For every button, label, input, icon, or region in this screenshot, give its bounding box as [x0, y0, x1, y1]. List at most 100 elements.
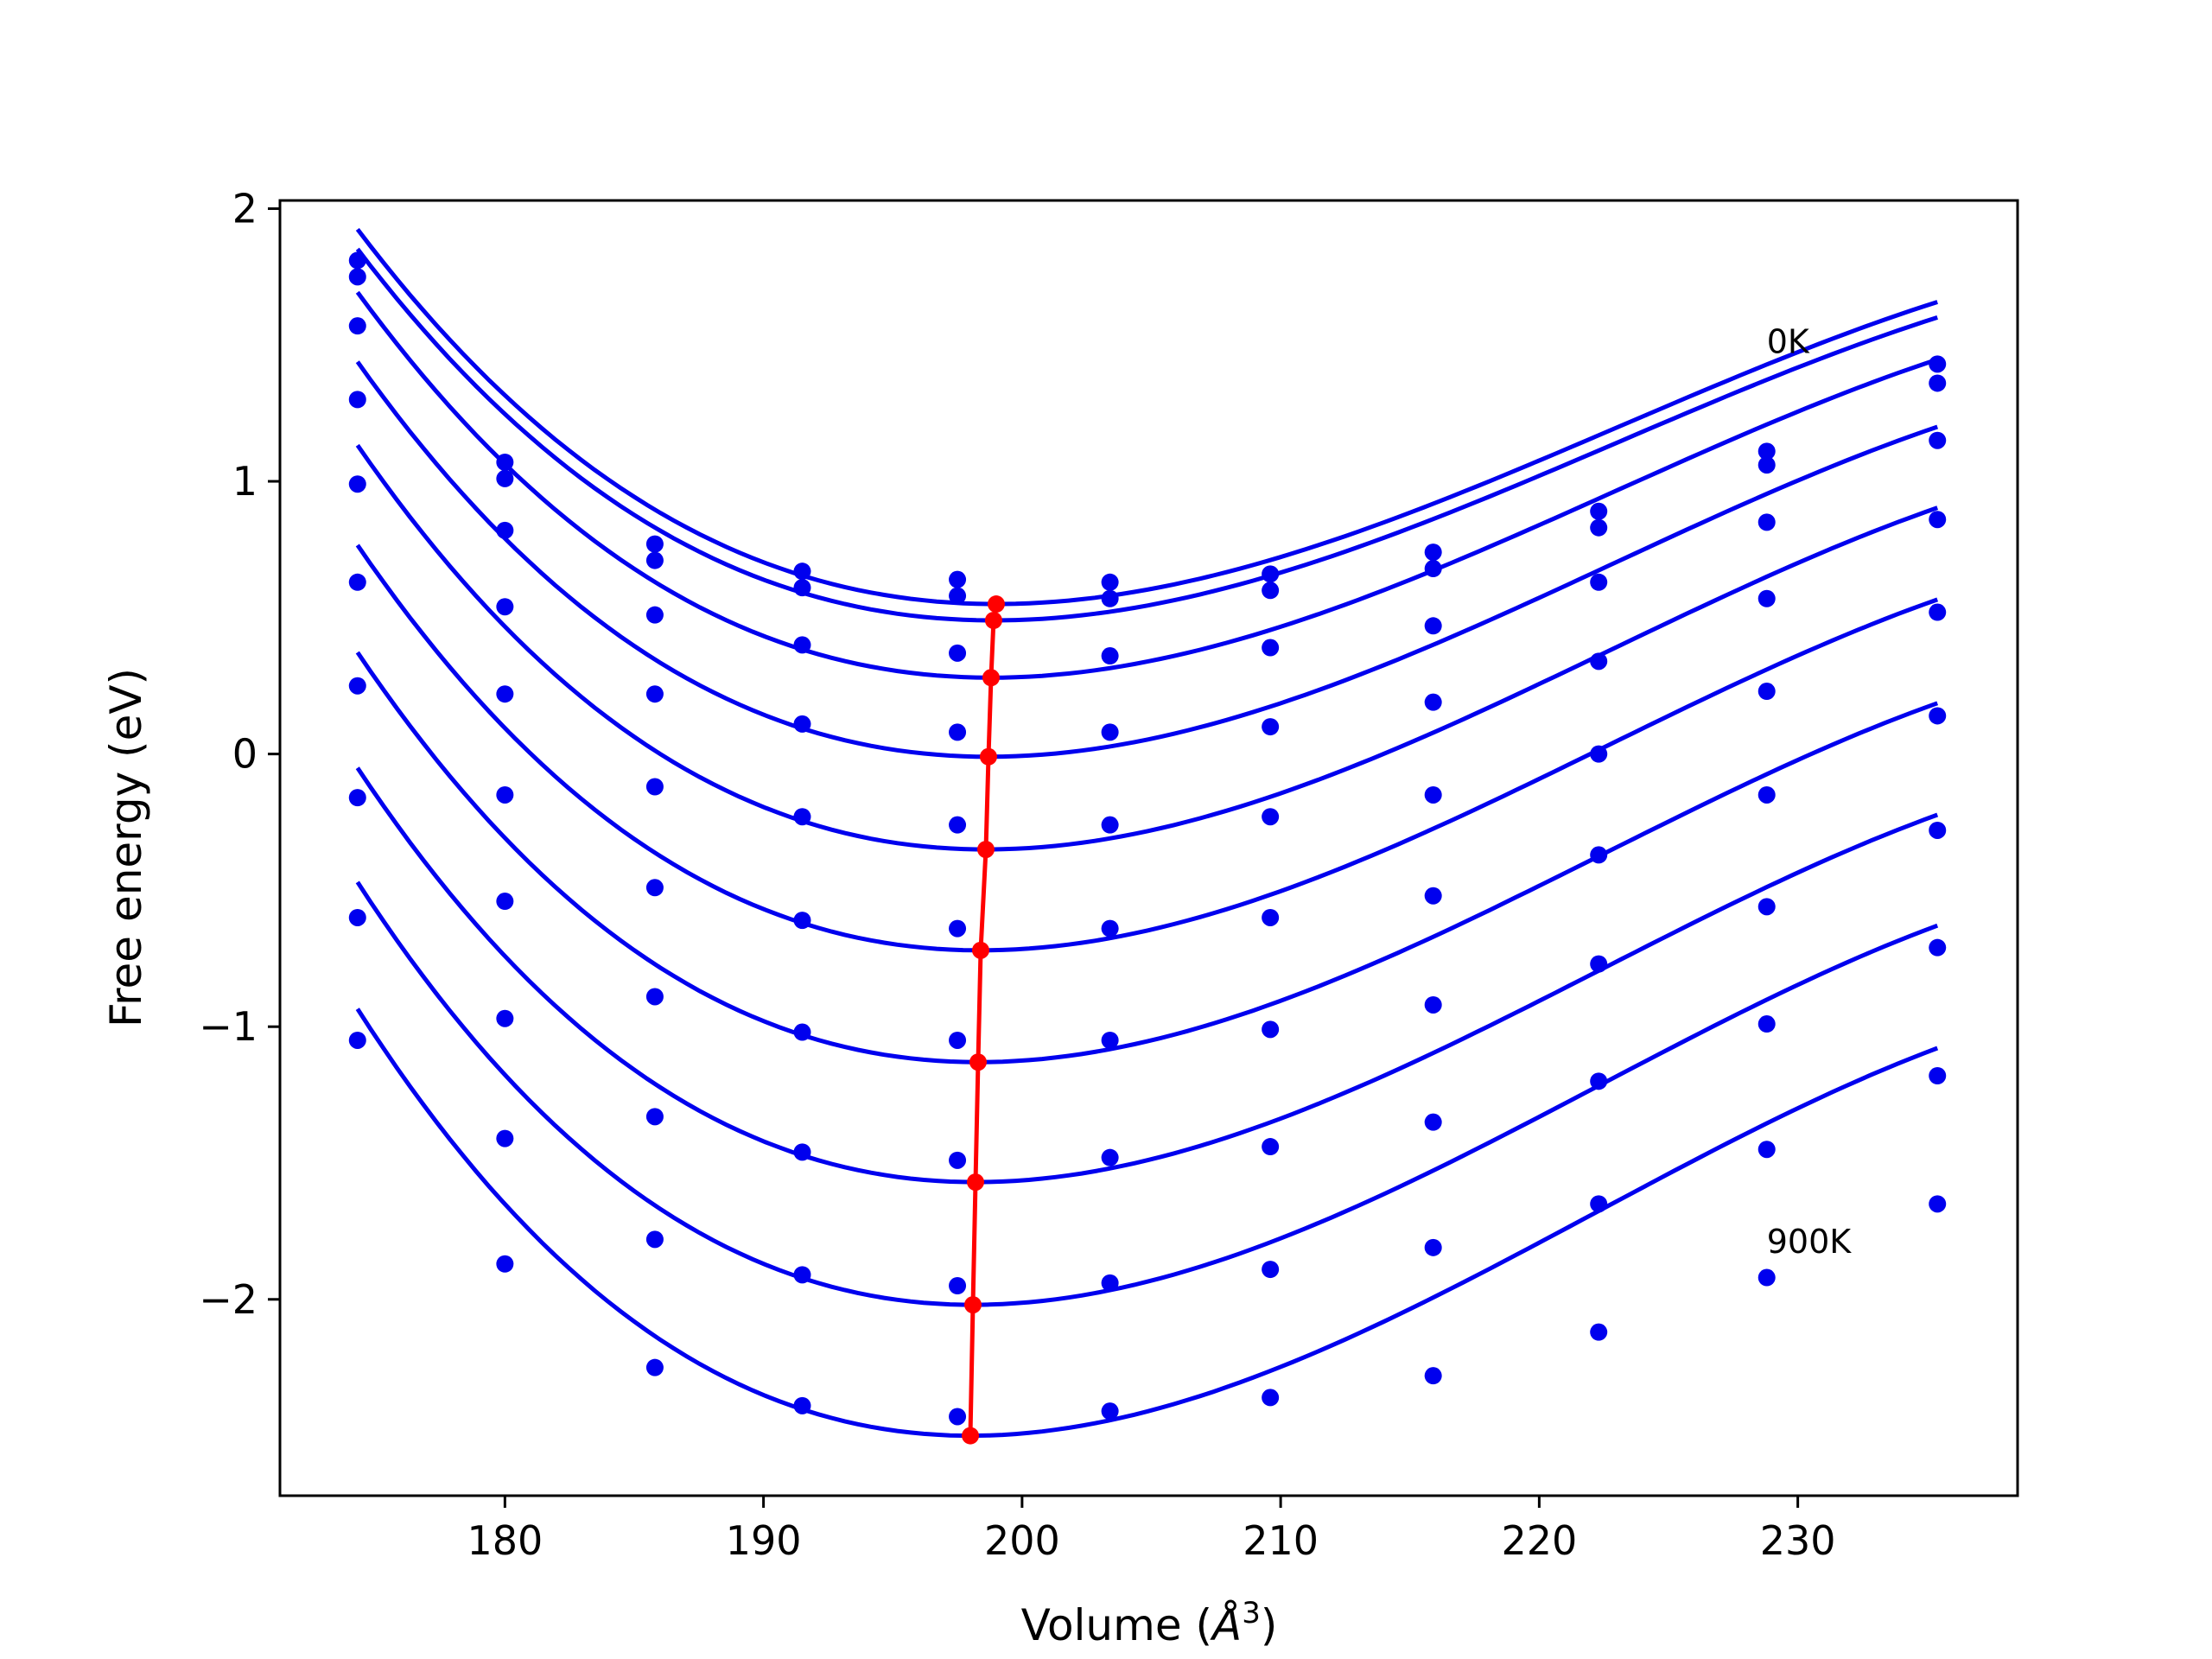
data-point-series-7 [1590, 955, 1608, 973]
data-point-series-4 [1262, 718, 1280, 736]
data-point-series-8 [1929, 938, 1947, 957]
data-point-series-6 [1424, 887, 1442, 905]
minimum-line-path [968, 603, 999, 1436]
data-point-series-8 [645, 1108, 664, 1126]
data-point-series-7 [1424, 995, 1442, 1014]
data-point-series-2 [1758, 456, 1776, 474]
data-point-series-10 [348, 1031, 366, 1049]
minimum-point [964, 1296, 982, 1314]
data-point-series-3 [1929, 431, 1947, 449]
data-point-series-2 [496, 469, 514, 487]
data-point-series-9 [1262, 1261, 1280, 1279]
data-point-series-4 [949, 723, 967, 741]
fit-curve-1 [355, 227, 1938, 607]
fit-curve-2 [355, 247, 1938, 623]
data-point-series-1 [1101, 573, 1119, 591]
fit-curves [355, 227, 1939, 1438]
data-point-series-8 [348, 789, 366, 807]
data-point-series-5 [949, 816, 967, 834]
data-point-series-2 [949, 587, 967, 605]
data-point-series-1 [348, 251, 366, 270]
data-point-series-2 [793, 579, 811, 597]
data-point-series-4 [645, 685, 664, 703]
data-point-series-2 [1929, 374, 1947, 392]
data-point-series-7 [348, 677, 366, 695]
y-tick-label: 2 [232, 185, 257, 232]
data-point-series-8 [496, 1009, 514, 1027]
data-point-series-1 [1590, 502, 1608, 520]
data-point-series-1 [1929, 355, 1947, 373]
fit-curve-10 [355, 1007, 1939, 1438]
plot-frame [278, 199, 2019, 1497]
fit-curve-8 [355, 766, 1939, 1185]
fit-curve-4 [355, 360, 1939, 760]
x-tick-label: 180 [467, 1517, 543, 1564]
data-point-series-2 [1424, 560, 1442, 578]
fit-curve-9 [355, 880, 1939, 1307]
data-point-series-3 [645, 606, 664, 624]
data-point-series-8 [1424, 1113, 1442, 1131]
data-point-series-10 [1758, 1268, 1776, 1287]
data-point-series-4 [348, 391, 366, 409]
y-tick-label: −1 [199, 1003, 257, 1050]
annotation-label: 900K [1767, 1223, 1853, 1261]
x-tick-label: 210 [1243, 1517, 1319, 1564]
data-point-series-9 [1758, 1141, 1776, 1159]
data-point-series-9 [496, 1129, 514, 1147]
data-point-series-7 [1101, 1031, 1119, 1049]
data-point-series-4 [1929, 511, 1947, 529]
data-point-series-3 [793, 636, 811, 654]
x-tick-label: 220 [1501, 1517, 1577, 1564]
data-point-series-4 [1101, 723, 1119, 741]
data-point-series-2 [1262, 582, 1280, 600]
data-point-series-4 [793, 715, 811, 733]
y-axis-ticks: −2 −1 0 1 2 [199, 185, 280, 1323]
data-point-series-5 [1929, 603, 1947, 621]
data-point-series-9 [645, 1230, 664, 1249]
minimum-line [962, 595, 1005, 1445]
minimum-point [987, 595, 1005, 613]
data-point-series-7 [496, 893, 514, 911]
data-point-series-5 [1758, 683, 1776, 701]
data-point-series-6 [1590, 846, 1608, 864]
data-point-series-6 [1929, 707, 1947, 725]
data-point-series-8 [1590, 1072, 1608, 1090]
data-point-series-6 [1101, 919, 1119, 938]
fit-curve-7 [355, 651, 1939, 1065]
data-point-series-9 [793, 1266, 811, 1284]
data-point-series-5 [348, 475, 366, 493]
minimum-point [976, 841, 995, 859]
x-axis-label: Volume (Å3) [1021, 1596, 1278, 1650]
data-point-series-1 [793, 563, 811, 581]
data-point-series-2 [1590, 518, 1608, 537]
data-point-series-8 [1101, 1148, 1119, 1166]
data-point-series-1 [496, 453, 514, 471]
data-point-series-9 [348, 908, 366, 926]
data-point-series-1 [1758, 442, 1776, 461]
data-point-series-9 [1590, 1195, 1608, 1213]
data-point-series-2 [1101, 589, 1119, 607]
data-point-series-6 [793, 912, 811, 930]
data-point-series-10 [1590, 1323, 1608, 1341]
data-point-series-9 [1929, 1067, 1947, 1085]
data-point-series-6 [348, 573, 366, 591]
data-point-series-2 [645, 551, 664, 569]
x-tick-label: 190 [726, 1517, 802, 1564]
data-point-series-1 [1262, 565, 1280, 583]
data-point-series-10 [496, 1255, 514, 1273]
data-point-series-10 [1262, 1389, 1280, 1407]
y-tick-label: 0 [232, 731, 257, 778]
data-point-series-2 [348, 268, 366, 286]
data-point-series-1 [949, 570, 967, 588]
minimum-point [982, 669, 1000, 687]
y-tick-label: 1 [232, 458, 257, 505]
data-point-series-7 [645, 988, 664, 1006]
data-point-series-10 [949, 1408, 967, 1426]
minimum-point [966, 1173, 984, 1192]
data-point-series-4 [1424, 693, 1442, 711]
data-point-series-5 [645, 778, 664, 796]
data-point-series-9 [949, 1277, 967, 1295]
x-axis-ticks: 180 190 200 210 220 230 [467, 1496, 1836, 1564]
data-point-series-10 [1424, 1367, 1442, 1385]
